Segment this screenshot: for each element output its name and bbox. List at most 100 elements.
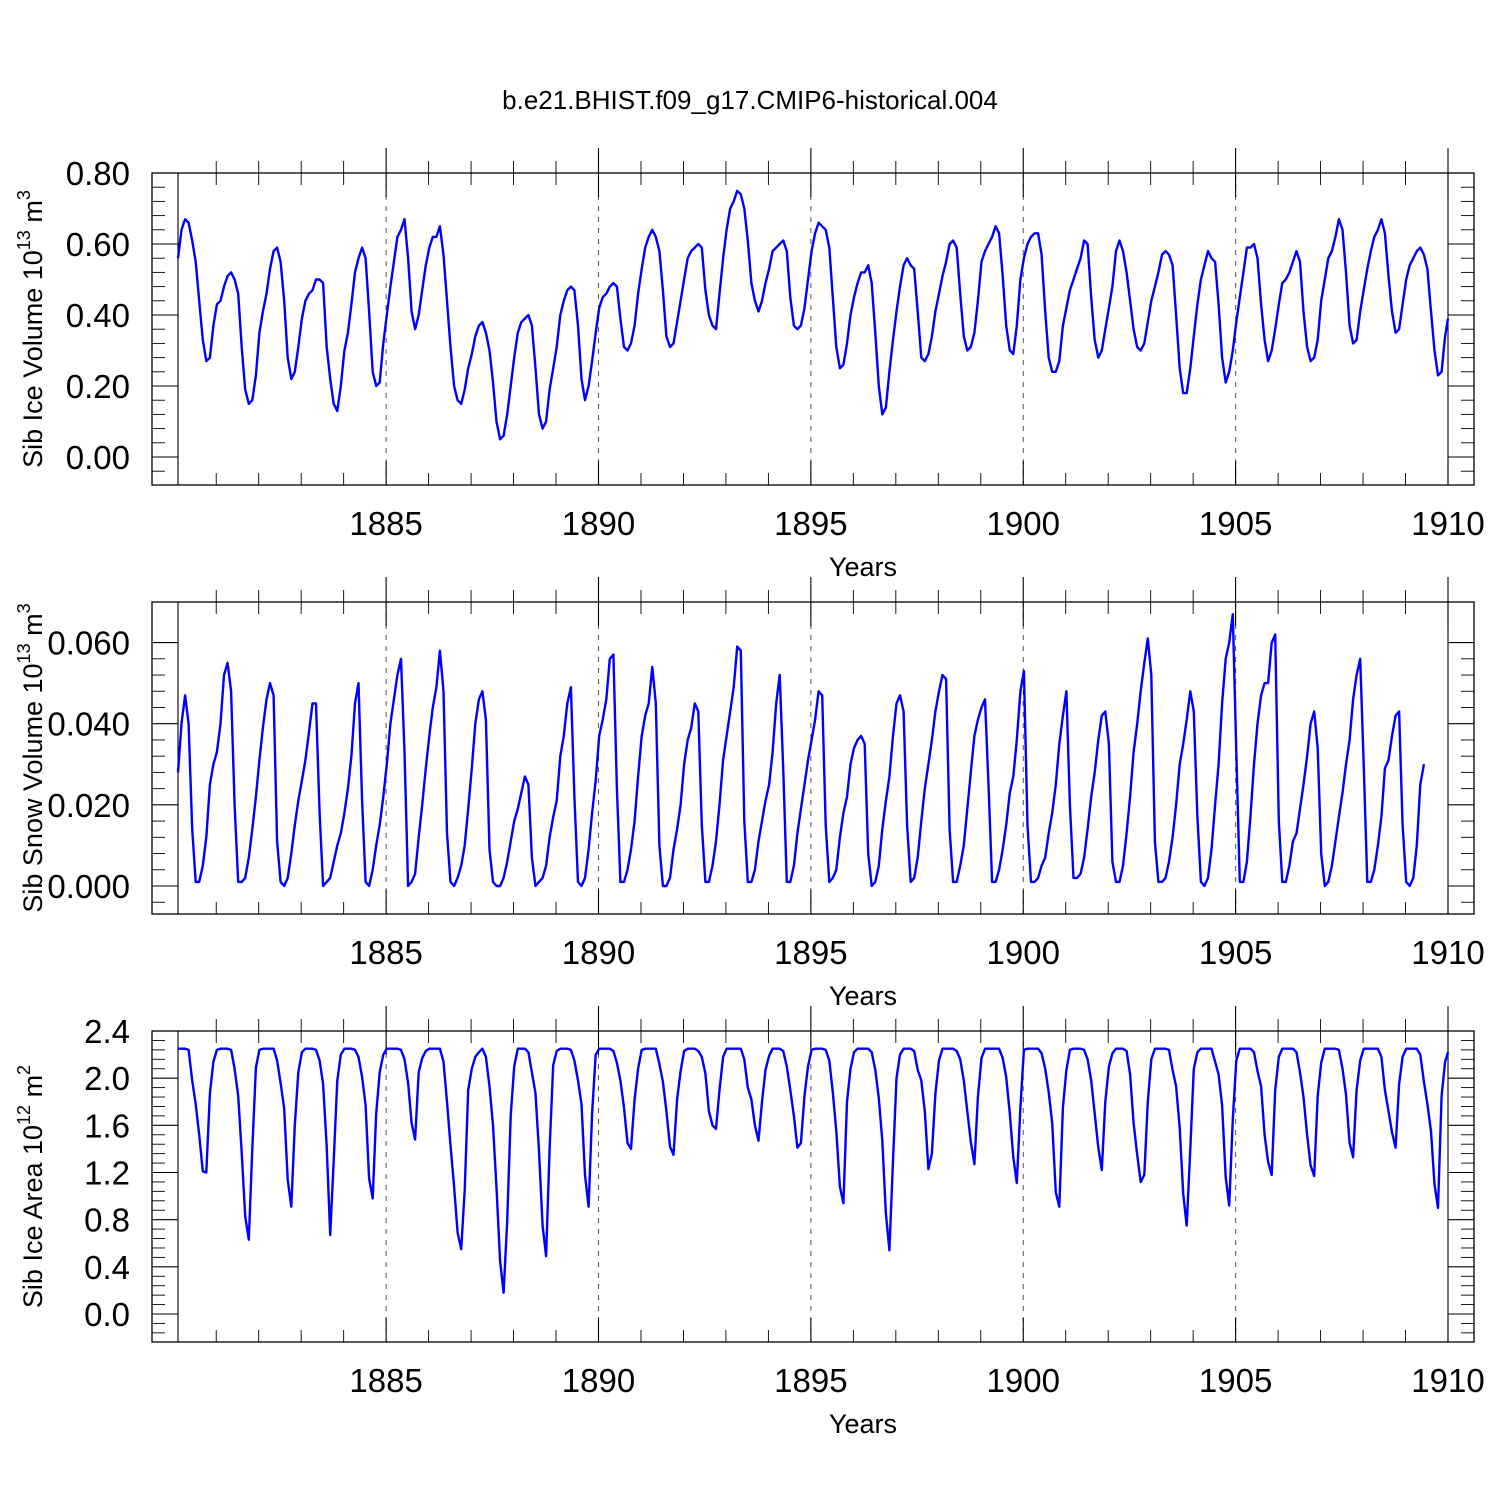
data-point — [457, 877, 459, 879]
data-point — [563, 735, 565, 737]
data-point — [439, 1048, 441, 1050]
data-point — [800, 808, 802, 810]
data-point — [446, 832, 448, 834]
data-point — [1101, 715, 1103, 717]
data-point — [304, 300, 306, 302]
data-point — [1196, 1051, 1198, 1053]
data-point — [658, 1063, 661, 1065]
data-point — [701, 1056, 703, 1058]
data-point — [1016, 739, 1018, 741]
data-point — [1359, 1059, 1361, 1062]
x-axis-title: Years — [829, 552, 897, 582]
data-point — [329, 378, 331, 380]
data-point — [180, 1048, 183, 1050]
data-point — [534, 885, 537, 887]
data-point — [1416, 250, 1418, 252]
data-point — [347, 332, 349, 334]
data-point — [1377, 844, 1379, 847]
data-point — [1126, 832, 1128, 834]
data-point — [1288, 1048, 1290, 1050]
data-point — [265, 293, 268, 295]
data-point — [743, 820, 745, 822]
data-point — [598, 735, 600, 737]
data-point — [1398, 1083, 1400, 1085]
data-point — [1437, 1207, 1439, 1209]
data-point — [457, 399, 459, 401]
data-point — [672, 1154, 675, 1156]
data-point — [421, 804, 423, 806]
data-point — [255, 796, 257, 798]
data-point — [595, 332, 597, 334]
data-point — [1430, 310, 1432, 313]
data-point — [1423, 763, 1425, 765]
data-point — [1065, 1069, 1067, 1071]
data-point — [527, 784, 530, 786]
data-point — [230, 271, 232, 273]
data-point — [442, 690, 445, 692]
data-point — [595, 779, 597, 782]
y-tick-label: 1.2 — [84, 1155, 130, 1192]
data-point — [485, 1056, 487, 1058]
data-point — [269, 682, 271, 684]
data-point — [602, 296, 604, 298]
data-point — [917, 857, 919, 859]
data-point — [1164, 1048, 1167, 1050]
data-point — [1055, 1191, 1057, 1194]
data-point — [1168, 861, 1170, 863]
data-point — [251, 399, 253, 401]
data-point — [1179, 1127, 1181, 1129]
data-point — [1037, 232, 1039, 234]
data-point — [545, 865, 547, 867]
data-point — [1334, 236, 1336, 238]
data-point — [1345, 763, 1347, 765]
data-point — [1313, 1175, 1315, 1177]
data-point — [938, 1059, 940, 1062]
data-point — [393, 261, 395, 263]
data-point — [1200, 881, 1202, 883]
data-point — [623, 1107, 625, 1109]
data-point — [467, 367, 469, 369]
data-point — [718, 1089, 721, 1091]
data-point — [517, 1048, 519, 1050]
data-point — [665, 335, 668, 337]
data-point — [577, 881, 579, 883]
data-point — [899, 1054, 901, 1056]
data-point — [1249, 816, 1251, 818]
data-point — [1338, 218, 1340, 220]
data-point — [577, 1079, 579, 1082]
data-point — [715, 328, 717, 330]
data-point — [991, 881, 993, 883]
data-point — [602, 719, 604, 721]
y-tick-label: 0.040 — [47, 706, 130, 743]
data-point — [1310, 723, 1312, 725]
data-point — [1154, 1048, 1156, 1050]
data-point — [1164, 250, 1167, 252]
data-point — [418, 1071, 420, 1073]
data-point — [1157, 1048, 1159, 1050]
data-point — [1218, 1074, 1220, 1076]
data-point — [1264, 339, 1266, 341]
data-point — [1221, 357, 1223, 359]
data-point — [952, 239, 954, 242]
data-point — [460, 403, 462, 405]
data-point — [1444, 1061, 1446, 1063]
data-point — [1143, 342, 1145, 344]
data-point — [927, 763, 930, 765]
data-point — [644, 1048, 646, 1050]
data-point — [874, 1069, 876, 1071]
data-point — [591, 1112, 593, 1115]
data-point — [871, 282, 873, 284]
data-point — [1341, 1068, 1344, 1070]
chart-panel-1: 0.00 0.20 0.40 0.60 0.80 1885 1890 1895 1900 1905… — [14, 148, 1485, 582]
data-point — [1002, 1057, 1004, 1059]
data-point — [1115, 250, 1117, 252]
data-point — [361, 1076, 363, 1078]
data-point — [1402, 824, 1404, 826]
x-tick-label: 1905 — [1199, 505, 1272, 542]
y-tick-label: 0.80 — [66, 155, 130, 192]
data-point — [747, 1087, 749, 1089]
data-point — [860, 735, 862, 737]
data-point — [747, 881, 749, 883]
data-point — [552, 1064, 554, 1066]
data-point — [1168, 1049, 1170, 1051]
